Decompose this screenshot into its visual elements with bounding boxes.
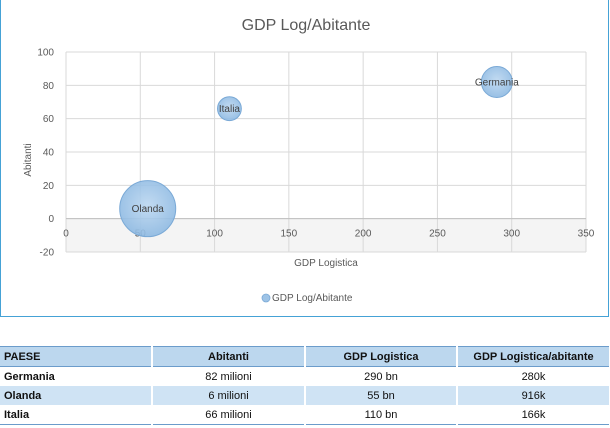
- header-paese: PAESE: [0, 346, 153, 367]
- bubble-italia: [217, 96, 242, 122]
- y-tick-label: 80: [43, 81, 55, 92]
- table-cell: Germania: [0, 366, 153, 386]
- y-tick-label: 40: [43, 148, 55, 159]
- chart-title: GDP Log/Abitante: [242, 17, 371, 34]
- y-tick-label: 20: [43, 181, 55, 192]
- table-row: Germania 82 milioni 290 bn 280k: [0, 366, 610, 386]
- x-tick-label: 0: [63, 229, 69, 240]
- chart-frame: GDP Log/Abitante Abitanti GDP Logistica …: [0, 0, 609, 317]
- header-gdp-per-abitante: GDP Logistica/abitante: [457, 346, 610, 367]
- data-table: PAESE Abitanti GDP Logistica GDP Logisti…: [0, 346, 610, 425]
- table-cell: 916k: [457, 386, 610, 405]
- table-row: Olanda 6 milioni 55 bn 916k: [0, 386, 610, 405]
- legend-marker: [261, 293, 271, 303]
- bubble-label: Olanda: [132, 204, 165, 215]
- table-cell: 280k: [457, 366, 610, 386]
- table-cell: 66 milioni: [152, 405, 306, 425]
- x-tick-label: 350: [578, 229, 595, 240]
- table-cell: Olanda: [0, 386, 153, 405]
- y-axis-label: Abitanti: [23, 143, 34, 176]
- table-cell: 110 bn: [305, 405, 458, 425]
- x-tick-label: 200: [355, 229, 372, 240]
- y-tick-label: 60: [43, 114, 55, 125]
- y-tick-label: 0: [48, 214, 54, 225]
- x-tick-label: 150: [281, 229, 298, 240]
- table-header-row: PAESE Abitanti GDP Logistica GDP Logisti…: [0, 346, 610, 367]
- header-gdp-logistica: GDP Logistica: [305, 346, 458, 367]
- bubble-germania: [480, 66, 513, 98]
- table-cell: 166k: [457, 405, 610, 425]
- legend-label: GDP Log/Abitante: [272, 293, 353, 304]
- table-cell: Italia: [0, 405, 153, 425]
- bubble-chart: GDP Log/Abitante Abitanti GDP Logistica …: [23, 17, 595, 304]
- x-tick-label: 100: [206, 229, 223, 240]
- header-abitanti: Abitanti: [152, 346, 306, 367]
- x-tick-label: 250: [429, 229, 446, 240]
- table-cell: 290 bn: [305, 366, 458, 386]
- legend: GDP Log/Abitante: [261, 293, 353, 304]
- x-axis-label: GDP Logistica: [294, 258, 358, 269]
- y-tick-label: 100: [37, 48, 54, 59]
- bubble-label: Italia: [219, 104, 241, 115]
- table-cell: 82 milioni: [152, 366, 306, 386]
- y-tick-label: -20: [40, 248, 55, 259]
- x-tick-label: 300: [503, 229, 520, 240]
- table-cell: 6 milioni: [152, 386, 306, 405]
- table-cell: 55 bn: [305, 386, 458, 405]
- bubble-olanda: [119, 180, 177, 238]
- table-row: Italia 66 milioni 110 bn 166k: [0, 405, 610, 425]
- bubble-label: Germania: [475, 78, 519, 89]
